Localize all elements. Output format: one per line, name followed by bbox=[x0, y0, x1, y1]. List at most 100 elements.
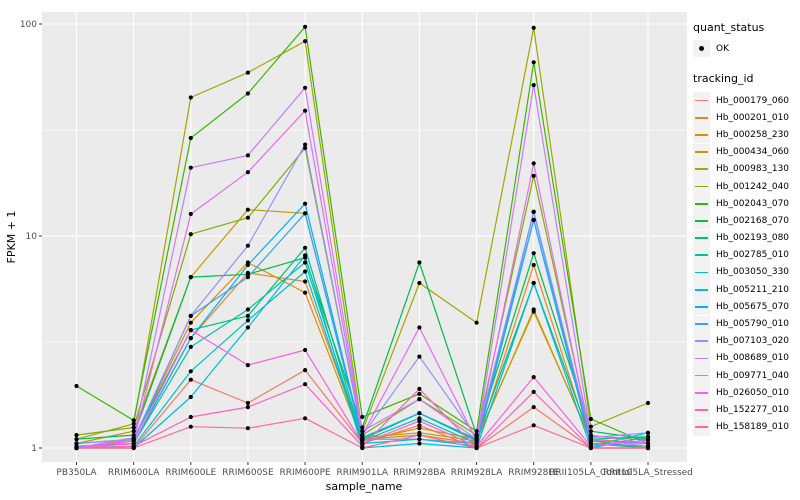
legend-entry-ok: OK bbox=[693, 40, 799, 57]
data-point bbox=[131, 421, 136, 426]
x-tick-label: RRIM928BA bbox=[393, 468, 446, 478]
data-point bbox=[531, 280, 536, 286]
legend-label: Hb_002785_010 bbox=[716, 250, 790, 261]
legend-entry: Hb_007103_020 bbox=[693, 332, 799, 350]
legend-label: Hb_003050_330 bbox=[716, 267, 790, 278]
data-point bbox=[188, 414, 193, 420]
data-point bbox=[531, 209, 536, 214]
data-point bbox=[245, 307, 250, 312]
legend-label: Hb_007103_020 bbox=[716, 336, 790, 347]
x-tick-label: RRIM928LE bbox=[508, 468, 559, 478]
data-point bbox=[360, 425, 365, 430]
data-point bbox=[188, 275, 193, 280]
data-point bbox=[188, 377, 193, 382]
legend-entry: Hb_002193_080 bbox=[693, 229, 799, 247]
data-point bbox=[531, 423, 536, 428]
data-point bbox=[360, 437, 365, 442]
legend-line-icon bbox=[695, 99, 708, 102]
data-point bbox=[588, 424, 594, 429]
data-point bbox=[303, 245, 308, 250]
ok-point-key bbox=[693, 40, 710, 57]
data-point bbox=[531, 25, 536, 30]
legend-key bbox=[693, 384, 710, 402]
legend-key bbox=[693, 367, 710, 385]
legend-line-icon bbox=[695, 116, 708, 119]
legend-label: Hb_000983_130 bbox=[716, 164, 790, 175]
data-point bbox=[245, 400, 250, 406]
legend-entry: Hb_008689_010 bbox=[693, 349, 799, 367]
legend-key bbox=[693, 298, 710, 316]
data-point bbox=[531, 389, 536, 394]
data-point bbox=[531, 262, 536, 268]
data-point bbox=[417, 419, 422, 424]
legend-label: Hb_158189_010 bbox=[716, 422, 790, 433]
y-tick-label: 10 bbox=[26, 232, 38, 242]
data-point bbox=[303, 24, 308, 29]
legend-entry: Hb_000179_060 bbox=[693, 92, 799, 110]
data-point bbox=[245, 325, 250, 330]
data-point bbox=[417, 433, 422, 438]
data-point bbox=[188, 313, 193, 318]
data-point bbox=[245, 207, 250, 212]
data-point bbox=[645, 438, 651, 443]
legend-label: Hb_000434_060 bbox=[716, 147, 790, 158]
data-point bbox=[303, 368, 308, 373]
data-point bbox=[245, 170, 250, 175]
data-point bbox=[303, 39, 308, 44]
legend-key bbox=[693, 332, 710, 350]
data-point bbox=[417, 260, 422, 265]
legend-line-icon bbox=[695, 237, 708, 239]
legend-key bbox=[693, 315, 710, 333]
data-point bbox=[188, 95, 193, 100]
x-axis-title: sample_name bbox=[326, 480, 403, 493]
data-point bbox=[588, 437, 594, 442]
data-point bbox=[303, 382, 308, 387]
data-point bbox=[188, 394, 193, 400]
data-point bbox=[131, 418, 136, 423]
x-tick-label: RRIM600SE bbox=[222, 468, 274, 478]
legend-label: Hb_005675_070 bbox=[716, 301, 790, 312]
data-point bbox=[188, 165, 193, 170]
legend-line-icon bbox=[695, 426, 708, 429]
point-marker-icon bbox=[699, 46, 704, 51]
legend: quant_status OK tracking_id Hb_000179_06… bbox=[693, 20, 799, 436]
legend-line-icon bbox=[695, 151, 708, 154]
data-point bbox=[245, 318, 250, 323]
data-point bbox=[303, 85, 308, 90]
legend-label: Hb_009771_040 bbox=[716, 370, 790, 381]
data-point bbox=[188, 328, 193, 333]
data-point bbox=[303, 290, 308, 295]
data-point bbox=[188, 424, 193, 429]
data-point bbox=[360, 414, 365, 420]
legend-entry: Hb_002043_070 bbox=[693, 195, 799, 213]
data-point bbox=[531, 405, 536, 410]
y-tick-label: 1 bbox=[31, 444, 37, 454]
data-point bbox=[417, 411, 422, 416]
data-point bbox=[303, 416, 308, 421]
data-point bbox=[188, 369, 193, 374]
legend-entry: Hb_005211_210 bbox=[693, 281, 799, 299]
legend-entry: Hb_005790_010 bbox=[693, 315, 799, 333]
data-point bbox=[645, 430, 651, 435]
data-point bbox=[303, 260, 308, 265]
data-point bbox=[74, 445, 79, 451]
legend-key bbox=[693, 92, 710, 110]
data-point bbox=[245, 262, 250, 268]
data-point bbox=[417, 441, 422, 446]
data-point bbox=[131, 425, 136, 430]
data-point bbox=[588, 445, 594, 451]
data-point bbox=[588, 416, 594, 422]
legend-line-icon bbox=[695, 305, 708, 308]
data-point bbox=[245, 313, 250, 318]
legend-line-icon bbox=[695, 168, 708, 171]
legend-entry: Hb_002785_010 bbox=[693, 246, 799, 264]
data-point bbox=[74, 437, 79, 442]
legend-entry: Hb_002168_070 bbox=[693, 212, 799, 230]
data-point bbox=[588, 429, 594, 434]
legend-label: Hb_002043_070 bbox=[716, 198, 790, 209]
data-point bbox=[74, 433, 79, 438]
data-point bbox=[531, 375, 536, 380]
data-point bbox=[74, 441, 79, 446]
data-point bbox=[360, 433, 365, 438]
